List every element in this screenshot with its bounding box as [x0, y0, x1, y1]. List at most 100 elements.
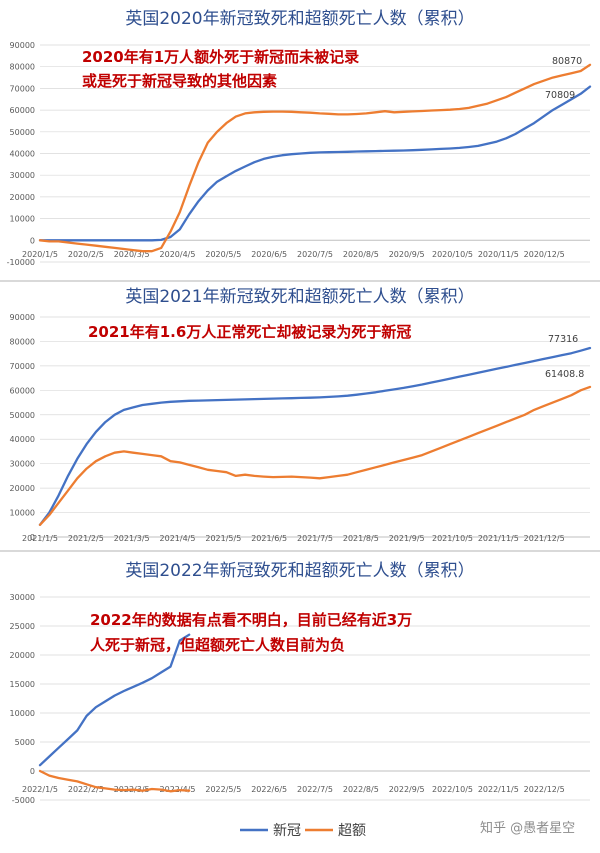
y-tick-label: 30000 [10, 460, 35, 469]
y-tick-label: 15000 [10, 680, 35, 689]
y-tick-label: -5000 [12, 796, 35, 805]
x-tick-label: 2020/8/5 [343, 250, 379, 259]
y-tick-labels: 0 10000 20000 30000 40000 50000 60000 70000 8000… [10, 313, 35, 542]
chart-title: 英国2021年新冠致死和超额死亡人数（累积） [125, 287, 474, 307]
y-tick-label: 40000 [10, 150, 35, 159]
x-tick-label: 2021/11/5 [478, 534, 519, 543]
chart-2020: 英国2020年新冠致死和超额死亡人数（累积） -10000 0 10000 20000… [0, 0, 600, 280]
y-tick-label: 10000 [10, 215, 35, 224]
x-tick-label: 2020/4/5 [160, 250, 196, 259]
covid-deaths-line [38, 85, 592, 242]
y-tick-label: 30000 [10, 593, 35, 602]
excess-deaths-line [38, 769, 191, 793]
y-tick-label: 30000 [10, 171, 35, 180]
x-tick-labels: 2020/1/5 2020/2/5 2020/3/5 2020/4/5 2020/5/5… [22, 250, 565, 259]
x-tick-label: 2020/6/5 [251, 250, 287, 259]
legend: 新冠 超额 [240, 823, 366, 839]
y-tick-label: 50000 [10, 411, 35, 420]
gridlines [40, 316, 590, 538]
y-tick-label: 60000 [10, 106, 35, 115]
x-tick-label: 2020/1/5 [22, 250, 58, 259]
chart-2021: 英国2021年新冠致死和超额死亡人数（累积） 0 10000 20000 30000 4… [0, 282, 600, 550]
covid-end-label: 77316 [548, 334, 578, 345]
chart-2021-svg: 英国2021年新冠致死和超额死亡人数（累积） 0 10000 20000 30000 4… [10, 287, 592, 543]
excess-end-label: 61408.8 [545, 369, 584, 380]
x-tick-label: 2020/9/5 [389, 250, 425, 259]
x-tick-label: 2022/7/5 [297, 785, 333, 794]
y-tick-label: 80000 [10, 337, 35, 346]
x-tick-label: 2022/1/5 [22, 785, 58, 794]
y-tick-label: 0 [30, 236, 35, 245]
x-tick-label: 2020/3/5 [114, 250, 150, 259]
x-tick-label: 2022/11/5 [478, 785, 519, 794]
y-tick-labels: -10000 0 10000 20000 30000 40000 50000 60000 700… [7, 41, 35, 267]
x-tick-labels: 2021/1/5 2021/2/5 2021/3/5 2021/4/5 2021/5/5… [22, 534, 565, 543]
y-tick-label: 90000 [10, 41, 35, 50]
y-tick-label: 20000 [10, 651, 35, 660]
x-tick-label: 2021/12/5 [524, 534, 565, 543]
y-tick-labels: -5000 0 5000 10000 15000 20000 25000 30000 [10, 593, 35, 805]
y-tick-label: 20000 [10, 193, 35, 202]
annotation-line-1: 2020年有1万人额外死于新冠而未被记录 [82, 48, 359, 66]
x-tick-label: 2021/2/5 [68, 534, 104, 543]
excess-deaths-line [38, 63, 592, 253]
covid-end-label: 70809 [545, 90, 575, 101]
annotation-line-1: 2021年有1.6万人正常死亡却被记录为死于新冠 [88, 323, 411, 341]
y-tick-label: 0 [30, 533, 35, 542]
x-tick-label: 2021/1/5 [22, 534, 58, 543]
x-tick-label: 2021/6/5 [251, 534, 287, 543]
y-tick-label: 70000 [10, 362, 35, 371]
panel-divider [0, 280, 600, 282]
series-lines [38, 63, 592, 253]
x-tick-label: 2022/12/5 [524, 785, 565, 794]
chart-title: 英国2020年新冠致死和超额死亡人数（累积） [125, 9, 474, 29]
x-tick-label: 2021/3/5 [114, 534, 150, 543]
y-tick-label: 25000 [10, 622, 35, 631]
legend-covid-label: 新冠 [273, 823, 301, 839]
y-tick-label: 40000 [10, 435, 35, 444]
chart-2022: 英国2022年新冠致死和超额死亡人数（累积） -5000 0 5000 10000 15… [0, 552, 600, 853]
x-tick-label: 2021/8/5 [343, 534, 379, 543]
x-tick-label: 2020/7/5 [297, 250, 333, 259]
x-tick-labels: 2022/1/5 2022/2/5 2022/3/5 2022/4/5 2022/5/5… [22, 785, 565, 794]
y-tick-label: 20000 [10, 484, 35, 493]
y-tick-label: 70000 [10, 84, 35, 93]
y-tick-label: 10000 [10, 509, 35, 518]
chart-2022-svg: 英国2022年新冠致死和超额死亡人数（累积） -5000 0 5000 10000 15… [10, 561, 590, 839]
panel-divider [0, 550, 600, 552]
x-tick-label: 2021/7/5 [297, 534, 333, 543]
x-tick-label: 2020/10/5 [432, 250, 473, 259]
x-tick-label: 2020/2/5 [68, 250, 104, 259]
annotation-line-2: 人死于新冠，但超额死亡人数目前为负 [90, 636, 345, 654]
excess-end-label: 80870 [552, 56, 582, 67]
x-tick-label: 2022/9/5 [389, 785, 425, 794]
annotation-line-2: 或是死于新冠导致的其他因素 [82, 72, 277, 90]
excess-deaths-line [38, 385, 592, 526]
x-tick-label: 2020/5/5 [205, 250, 241, 259]
y-tick-label: -10000 [7, 258, 35, 267]
covid-deaths-line [38, 346, 592, 526]
covid-deaths-line [38, 633, 191, 767]
series-lines [38, 346, 592, 526]
x-tick-label: 2020/11/5 [478, 250, 519, 259]
x-tick-label: 2022/6/5 [251, 785, 287, 794]
x-tick-label: 2021/10/5 [432, 534, 473, 543]
y-tick-label: 5000 [15, 738, 35, 747]
y-tick-label: 60000 [10, 386, 35, 395]
series-lines [38, 633, 191, 793]
annotation-line-1: 2022年的数据有点看不明白，目前已经有近3万 [90, 611, 412, 629]
y-tick-label: 0 [30, 767, 35, 776]
x-tick-label: 2021/9/5 [389, 534, 425, 543]
chart-title: 英国2022年新冠致死和超额死亡人数（累积） [125, 561, 474, 581]
x-tick-label: 2022/8/5 [343, 785, 379, 794]
x-tick-label: 2022/5/5 [205, 785, 241, 794]
y-tick-label: 90000 [10, 313, 35, 322]
x-tick-label: 2020/12/5 [524, 250, 565, 259]
y-tick-label: 50000 [10, 128, 35, 137]
chart-2020-svg: 英国2020年新冠致死和超额死亡人数（累积） -10000 0 10000 20000… [7, 9, 592, 267]
legend-excess-label: 超额 [338, 823, 366, 839]
x-tick-label: 2022/10/5 [432, 785, 473, 794]
watermark: 知乎 @愚者星空 [480, 820, 575, 836]
x-tick-label: 2021/4/5 [160, 534, 196, 543]
y-tick-label: 80000 [10, 63, 35, 72]
